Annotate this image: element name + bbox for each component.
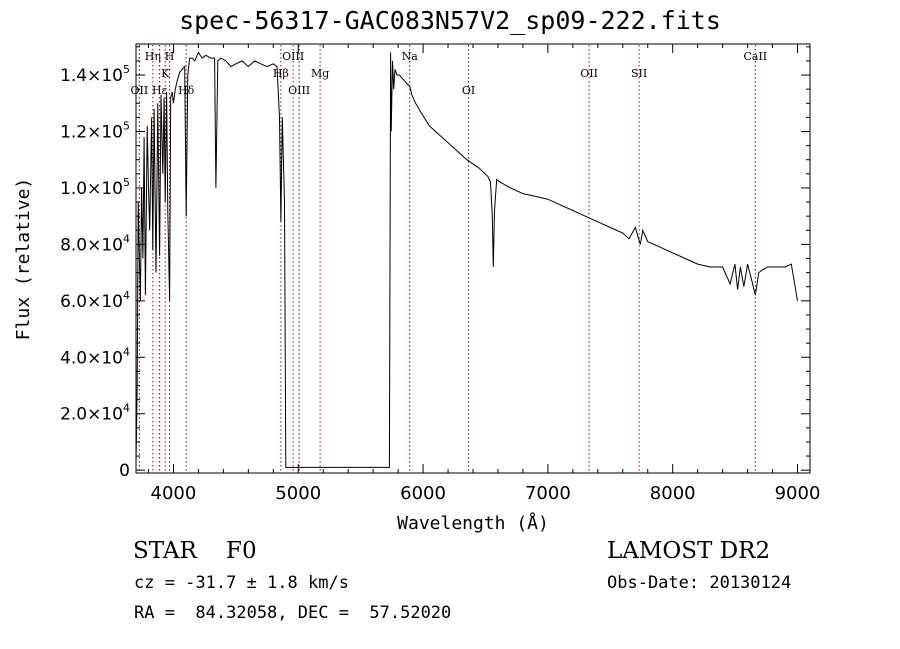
object-class: STAR F0 — [133, 538, 257, 564]
x-axis: 4000 5000 6000 7000 8000 9000 — [147, 44, 821, 504]
y-axis-label: Flux (relative) — [13, 178, 34, 341]
marker-label-0: OII — [131, 84, 149, 97]
x-tick-label-3: 7000 — [525, 483, 571, 504]
x-tick-label-4: 8000 — [650, 483, 696, 504]
y-tick-label-5: 1.0×105 — [60, 176, 130, 199]
marker-label-12: OII — [580, 67, 598, 80]
x-tick-label-0: 4000 — [151, 483, 197, 504]
marker-label-7: OIII — [282, 50, 304, 63]
marker-label-4: H — [165, 50, 175, 63]
spectrum-line — [135, 51, 798, 468]
plot-frame — [135, 43, 811, 474]
marker-label-6: Hβ — [273, 67, 289, 80]
marker-label-13: SII — [631, 67, 647, 80]
marker-label-3: K — [161, 67, 170, 80]
marker-label-1: Hη — [145, 50, 161, 63]
y-tick-label-3: 6.0×104 — [60, 289, 130, 312]
observation-date: Obs-Date: 20130124 — [607, 573, 792, 593]
marker-label-14: CaII — [743, 50, 767, 63]
marker-label-8: OIII — [288, 84, 310, 97]
marker-label-10: Na — [402, 50, 419, 63]
x-tick-label-5: 9000 — [775, 483, 821, 504]
marker-label-9: Mg — [311, 67, 329, 80]
x-axis-label: Wavelength (Å) — [397, 512, 549, 534]
y-tick-label-2: 4.0×104 — [60, 345, 130, 368]
x-tick-label-1: 5000 — [275, 483, 321, 504]
chart-title: spec-56317-GAC083N57V2_sp09-222.fits — [179, 6, 721, 35]
survey-name: LAMOST DR2 — [607, 538, 771, 564]
coordinates: RA = 84.32058, DEC = 57.52020 — [134, 603, 452, 623]
marker-label-5: Hδ — [178, 84, 195, 97]
y-tick-label-4: 8.0×104 — [60, 232, 130, 255]
y-tick-label-7: 1.4×105 — [60, 63, 130, 86]
y-axis: 0 2.0×104 4.0×104 6.0×104 8.0×104 1.0×105 1.2×… — [60, 46, 810, 481]
redshift-velocity: cz = -31.7 ± 1.8 km/s — [134, 573, 349, 593]
y-tick-label-6: 1.2×105 — [60, 119, 130, 142]
y-tick-label-1: 2.0×104 — [60, 402, 130, 425]
y-tick-label-0: 0 — [119, 461, 130, 481]
marker-label-11: OI — [462, 84, 475, 97]
x-tick-label-2: 6000 — [400, 483, 446, 504]
marker-label-2: Hε — [152, 84, 168, 97]
